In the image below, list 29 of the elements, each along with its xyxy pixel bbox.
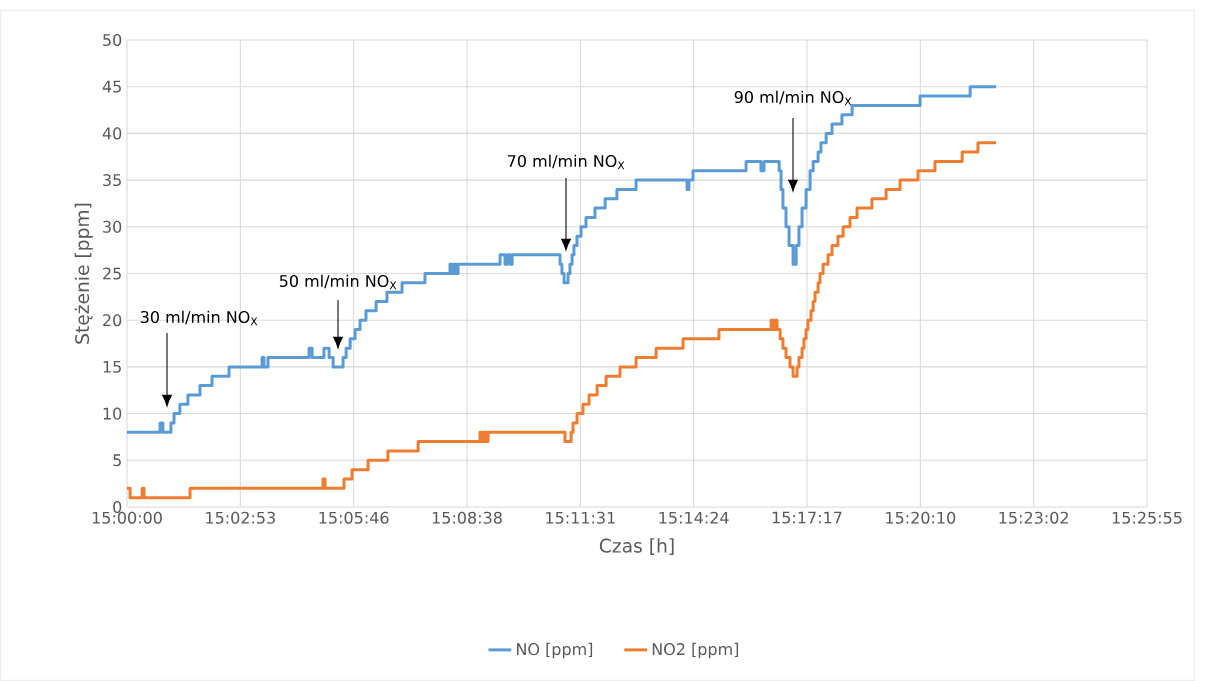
annotation: 50 ml/min NO$_{X}$ xyxy=(279,274,397,290)
y-tick-label: 30 xyxy=(103,220,122,233)
annotation: 70 ml/min NO$_{X}$ xyxy=(508,154,625,170)
y-tick-label: 45 xyxy=(102,80,121,93)
y-tick-label: 20 xyxy=(103,314,122,327)
legend-label: NO [ppm] xyxy=(517,642,593,659)
x-tick-label: 15:14:24 xyxy=(659,511,729,524)
annotation: 90 ml/min NO$_{X}$ xyxy=(734,90,852,106)
x-tick-label: 15:00:00 xyxy=(92,511,162,524)
x-tick-label: 15:11:31 xyxy=(546,511,615,524)
annotation: 30 ml/min NO$_{X}$ xyxy=(140,310,258,326)
x-axis-title: Czas [h] xyxy=(599,538,674,555)
y-tick-label: 10 xyxy=(103,407,122,420)
x-tick-label: 15:02:53 xyxy=(206,511,275,524)
y-tick-label: 5 xyxy=(113,454,121,467)
x-tick-label: 15:05:46 xyxy=(319,511,389,524)
x-tick-label: 15:08:38 xyxy=(432,511,502,524)
y-tick-label: 0 xyxy=(113,500,122,514)
y-axis-title: Stężenie [ppm] xyxy=(74,203,93,344)
x-tick-label: 15:17:17 xyxy=(772,511,842,524)
y-tick-label: 40 xyxy=(102,127,122,140)
legend-label: NO2 [ppm] xyxy=(652,642,739,659)
y-tick-label: 35 xyxy=(103,174,121,187)
y-tick-label: 50 xyxy=(103,33,122,47)
y-tick-label: 25 xyxy=(103,267,121,280)
x-tick-label: 15:25:55 xyxy=(1112,511,1182,524)
y-tick-label: 15 xyxy=(103,360,121,373)
x-tick-label: 15:23:02 xyxy=(999,511,1068,524)
x-tick-label: 15:20:10 xyxy=(886,511,956,524)
